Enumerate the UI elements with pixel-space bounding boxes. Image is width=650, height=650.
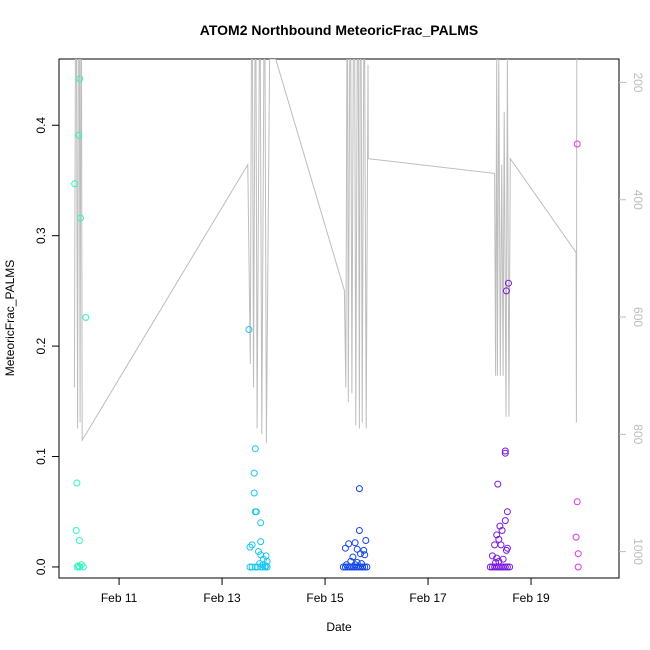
data-points [71,75,582,571]
data-point [254,563,261,571]
data-point [353,545,361,553]
data-point [363,563,371,571]
y-axis-label: MeteoricFrac_PALMS [3,260,17,376]
data-point [501,449,509,457]
data-point [349,553,357,561]
y-tick-label: 0.0 [34,558,48,575]
data-point [494,480,502,488]
data-point [503,563,511,571]
x-axis-label: Date [326,620,352,634]
data-point [503,508,511,516]
data-point [252,508,260,516]
data-point [355,527,363,534]
pressure-path [73,59,578,444]
data-point [488,552,496,560]
data-point [493,531,501,539]
data-point [75,537,83,544]
x-tick-label: Feb 13 [203,591,241,605]
chart-title: ATOM2 Northbound MeteoricFrac_PALMS [200,22,478,38]
data-point [251,445,259,453]
data-point [502,546,510,554]
data-point [361,563,369,571]
plot-frame [58,58,620,579]
data-point [355,485,363,493]
data-point [78,561,85,569]
data-point [246,563,254,571]
data-point [71,180,79,188]
data-point [501,517,509,525]
data-point [74,562,82,570]
y2-tick-label: 800 [631,424,645,444]
data-point [261,563,269,571]
y-tick-label: 0.3 [34,227,48,244]
data-point [574,550,582,558]
data-point [82,313,90,321]
x-tick-label: Feb 11 [101,591,138,605]
data-point [573,498,581,506]
data-point [351,539,359,547]
y2-tick-label: 400 [631,190,645,210]
data-point [248,563,256,571]
data-point [345,540,353,548]
data-point [497,541,505,549]
data-point [353,559,361,566]
y-tick-label: 0.2 [34,337,48,354]
data-point [246,543,254,551]
y-axis: 0.0 0.1 0.2 0.3 0.4 [34,117,59,575]
data-point [257,538,265,546]
data-point [501,447,509,455]
data-point [574,563,582,571]
data-point [76,563,84,571]
data-point [502,287,510,295]
data-point [73,479,81,487]
data-point [499,555,507,563]
data-point [362,537,370,544]
data-point [572,533,580,541]
x-tick-label: Feb 17 [409,591,447,605]
data-point [496,522,504,530]
data-point [361,551,369,559]
data-point [75,131,83,139]
data-point [79,563,87,571]
x-axis: Feb 11 Feb 13 Feb 15 Feb 17 Feb 19 [101,578,550,605]
data-point [573,140,581,148]
data-point [341,544,349,552]
y-tick-label: 0.4 [34,117,48,134]
y2-tick-label: 200 [631,72,645,92]
data-point [245,326,253,333]
data-point [259,563,267,571]
y-tick-label: 0.1 [34,448,48,465]
x-tick-label: Feb 15 [306,591,344,605]
data-point [357,550,364,558]
data-point [248,541,256,549]
pressure-axis: 200 400 600 800 1000 [619,72,645,565]
x-tick-label: Feb 19 [512,591,550,605]
data-point [251,563,259,571]
data-point [506,563,514,571]
data-point [262,562,270,570]
data-point [263,563,271,571]
data-point [77,214,84,222]
data-point [359,563,367,571]
data-point [250,489,258,497]
y2-tick-label: 1000 [631,538,645,565]
data-point [72,527,80,534]
data-point [498,527,506,534]
pressure-line [73,59,578,444]
data-point [501,563,509,571]
data-point [491,541,499,549]
data-point [492,559,500,566]
data-point [76,75,84,83]
data-point [257,519,265,527]
data-point [505,279,512,287]
data-point [250,469,258,477]
y2-tick-label: 600 [631,307,645,327]
